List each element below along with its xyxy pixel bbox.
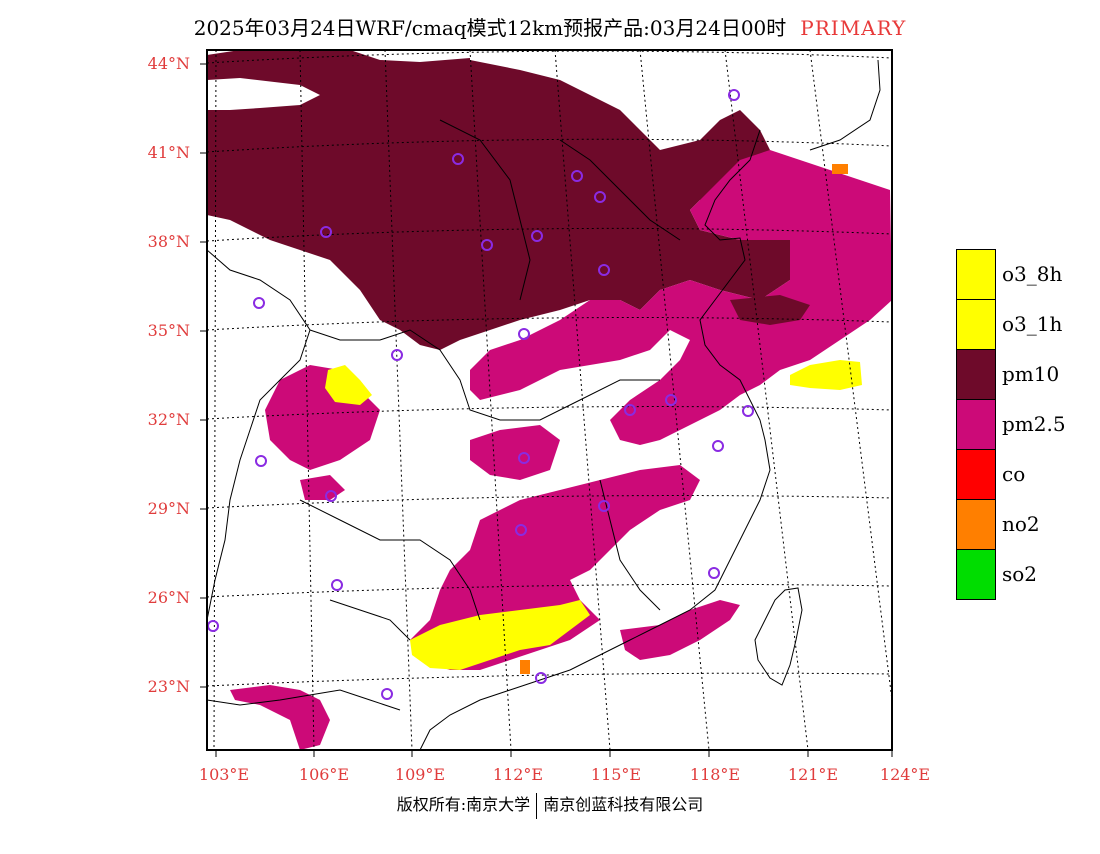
lat-label-26: 26°N [147,588,190,607]
legend-swatch [956,299,996,349]
no2-patch-1 [832,164,848,174]
taiwan-outline [754,587,803,686]
legend-label: o3_1h [1002,312,1063,336]
lat-label-38: 38°N [147,232,190,251]
lon-label-109: 109°E [394,765,446,784]
lat-label-41: 41°N [147,143,190,162]
copyright-divider [536,792,538,819]
legend-label: co [1002,462,1026,486]
lat-label-29: 29°N [147,499,190,518]
title-tag: PRIMARY [800,16,907,40]
no2-patch-2 [520,660,530,674]
legend-label: pm10 [1002,362,1060,386]
legend-label: pm2.5 [1002,412,1066,436]
legend-item-o3-8h: o3_8h [956,249,1062,299]
copyright-right: 南京创蓝科技有限公司 [543,795,704,814]
legend-item-o3-1h: o3_1h [956,299,1062,349]
legend-swatch [956,399,996,449]
lon-label-118: 118°E [689,765,741,784]
pm10-hole-2 [350,50,470,62]
lon-label-124: 124°E [879,765,931,784]
lon-label-121: 121°E [787,765,839,784]
lon-label-115: 115°E [590,765,642,784]
legend-item-pm10: pm10 [956,349,1059,399]
graticule [207,50,892,750]
legend-label: o3_8h [1002,262,1063,286]
legend-swatch [956,499,996,549]
pm25-patch-central [470,425,560,480]
legend-item-pm25: pm2.5 [956,399,1066,449]
lon-label-112: 112°E [492,765,544,784]
pm10-region-north [207,50,790,350]
legend-swatch [956,249,996,299]
legend-item-no2: no2 [956,499,1040,549]
lat-label-23: 23°N [147,677,190,696]
copyright-left: 版权所有:南京大学 [396,795,531,814]
lon-label-106: 106°E [298,765,350,784]
copyright: 版权所有:南京大学 南京创蓝科技有限公司 [0,791,1100,819]
pm10-patch-ne [730,295,810,325]
station-markers [207,89,754,700]
legend-item-so2: so2 [956,549,1037,600]
o3-patch-east [790,360,862,390]
legend-item-co: co [956,449,1025,499]
pm25-patch-west-2 [300,475,345,500]
pm25-region-northeast [470,150,892,445]
legend-swatch [956,349,996,399]
map-title: 2025年03月24日WRF/cmaq模式12km预报产品:03月24日00时 P… [0,12,1100,41]
lat-label-44: 44°N [147,54,190,73]
map-frame [206,49,893,751]
pm25-patch-coast [620,600,740,660]
pm10-hole-1 [207,78,320,110]
legend-label: no2 [1002,512,1040,536]
title-text: 2025年03月24日WRF/cmaq模式12km预报产品:03月24日00时 [193,16,787,40]
legend-label: so2 [1002,562,1038,586]
pm25-patch-southwest [230,685,330,750]
o3-patch-west [325,365,372,405]
legend-swatch [956,449,996,499]
legend-swatch [956,549,996,600]
lat-label-32: 32°N [147,410,190,429]
lon-label-103: 103°E [198,765,250,784]
axis-ticks [200,63,893,757]
lat-label-35: 35°N [147,321,190,340]
legend: o3_8h o3_1h pm10 pm2.5 co no2 so2 [956,249,1066,600]
o3-patch-south [410,600,590,670]
boundaries [207,59,881,750]
